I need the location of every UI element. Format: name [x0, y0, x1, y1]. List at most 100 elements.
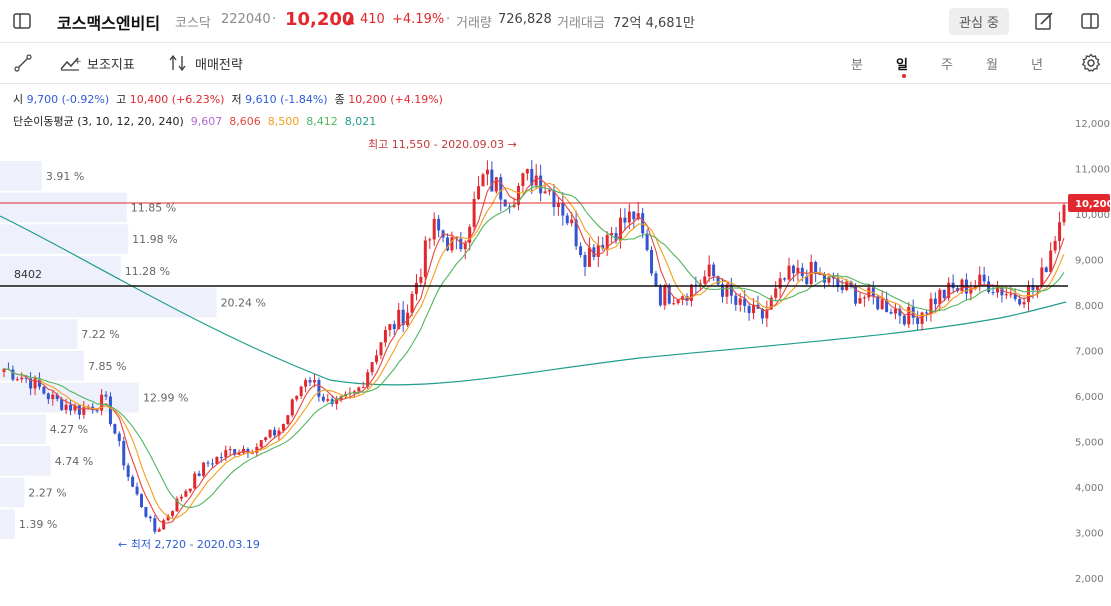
- candle-body: [312, 380, 316, 383]
- candle-body: [153, 518, 157, 532]
- candle-body: [610, 233, 614, 236]
- candle-body: [459, 238, 463, 250]
- volume-profile-bar: [0, 446, 51, 476]
- ma3-value: 9,607: [190, 115, 223, 128]
- candle-body: [24, 377, 28, 379]
- candle-body: [281, 424, 285, 431]
- stock-code: 222040: [221, 12, 271, 27]
- candle-body: [95, 410, 99, 412]
- candle-body: [184, 491, 188, 497]
- candle-body: [676, 299, 680, 304]
- candle-body: [108, 396, 112, 425]
- watchlist-button[interactable]: 관심 중: [949, 8, 1010, 35]
- candle-body: [1058, 222, 1062, 241]
- candle-body: [144, 507, 148, 517]
- period-year[interactable]: 년: [1031, 58, 1043, 73]
- candle-body: [862, 297, 866, 299]
- candle-body: [840, 287, 844, 291]
- strategy-button[interactable]: 매매전략: [195, 58, 243, 73]
- volume-profile-bar: [0, 287, 217, 318]
- indicator-icon[interactable]: +: [58, 52, 82, 74]
- candle-body: [352, 391, 356, 393]
- low-annotation: ← 최저 2,720 - 2020.03.19: [118, 538, 260, 551]
- volume-profile-bar: [0, 414, 46, 444]
- candle-body: [783, 278, 787, 280]
- candle-body: [224, 450, 228, 458]
- candle-body: [175, 498, 179, 512]
- candle-body: [632, 211, 636, 220]
- ma10-value: 8,606: [229, 115, 261, 128]
- period-week[interactable]: 주: [941, 58, 953, 73]
- candle-body: [947, 282, 951, 298]
- candle-body: [760, 308, 764, 319]
- candle-body: [712, 264, 716, 277]
- candle-body: [916, 317, 920, 324]
- candle-body: [725, 284, 729, 297]
- candle-body: [250, 452, 254, 454]
- sidebar-toggle-icon[interactable]: [10, 10, 34, 32]
- low-value: 9,610 (-1.84%): [245, 93, 328, 106]
- draw-line-icon[interactable]: [12, 52, 34, 74]
- candle-body: [902, 315, 906, 325]
- candle-body: [769, 297, 773, 310]
- y-tick-label: 8,000: [1075, 301, 1104, 312]
- candle-body: [454, 237, 458, 239]
- candle-body: [1049, 250, 1053, 273]
- candle-body: [317, 380, 321, 397]
- volume-label: 거래량: [456, 16, 492, 31]
- high-label: 고: [116, 93, 127, 106]
- ma12-line: [3, 182, 1065, 520]
- candle-body: [627, 211, 631, 223]
- strategy-icon[interactable]: [166, 52, 190, 74]
- up-arrow-icon: ▲: [346, 13, 355, 26]
- candle-body: [428, 239, 432, 241]
- candle-body: [667, 286, 671, 304]
- candle-body: [774, 288, 778, 298]
- candle-body: [326, 399, 330, 401]
- candle-body: [548, 190, 552, 192]
- volume-profile-label: 20.24 %: [221, 297, 266, 310]
- candle-body: [82, 407, 86, 415]
- ma240-line: [0, 215, 1067, 386]
- candle-body: [543, 191, 547, 194]
- period-minute[interactable]: 분: [851, 58, 863, 73]
- candle-body: [64, 404, 68, 410]
- candle-body: [1018, 299, 1022, 305]
- period-day[interactable]: 일: [896, 58, 908, 73]
- candle-body: [361, 386, 365, 388]
- candle-body: [268, 429, 272, 438]
- candle-body: [556, 203, 560, 208]
- candle-body: [539, 175, 543, 194]
- price-change-pct: +4.19%: [392, 12, 445, 27]
- indicators-button[interactable]: 보조지표: [87, 58, 135, 73]
- candle-body: [1013, 294, 1017, 300]
- candle-body: [126, 465, 130, 477]
- candle-body: [219, 457, 223, 459]
- y-tick-label: 4,000: [1075, 483, 1104, 494]
- candle-body: [410, 293, 414, 313]
- volume-profile-bar: [0, 509, 15, 539]
- candle-body: [113, 424, 117, 434]
- period-month[interactable]: 월: [986, 58, 998, 73]
- candle-body: [823, 274, 827, 283]
- edit-icon[interactable]: [1032, 9, 1056, 33]
- candle-body: [942, 289, 946, 298]
- candle-body: [1027, 285, 1031, 303]
- price-chart[interactable]: 3.91 % 11.85 % 11.98 % 11.28 % 20.24 % 7.22 %…: [0, 84, 1111, 606]
- candle-body: [579, 246, 583, 256]
- candle-body: [530, 168, 534, 186]
- settings-gear-icon[interactable]: [1079, 52, 1103, 74]
- candle-body: [335, 398, 339, 404]
- candle-body: [601, 244, 605, 249]
- panel-toggle-icon[interactable]: [1078, 10, 1102, 32]
- candle-body: [432, 218, 436, 240]
- candle-body: [814, 262, 818, 275]
- candle-body: [933, 298, 937, 305]
- candle-body: [423, 240, 427, 277]
- candle-body: [605, 235, 609, 249]
- candle-body: [552, 190, 556, 208]
- candle-body: [1044, 267, 1048, 273]
- candle-body: [827, 276, 831, 283]
- candle-body: [720, 284, 724, 297]
- market-label: 코스닥: [175, 16, 211, 31]
